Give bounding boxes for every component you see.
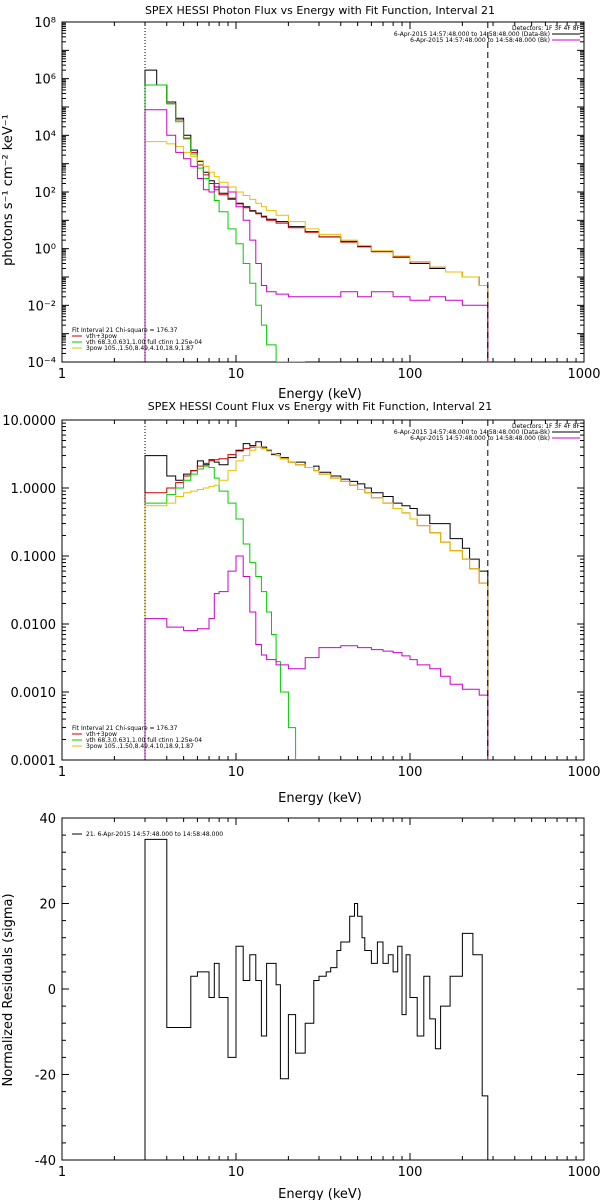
count-flux-y-tick-label: 0.1000 — [11, 550, 57, 565]
photon-flux-xlabel: Energy (keV) — [278, 387, 362, 402]
count-flux-legend-label: 3pow 105.,1.50,8.49,4.10,18.9,1.87 — [86, 743, 194, 750]
photon-flux-x-tick-label: 1000 — [567, 367, 600, 382]
photon-flux-x-tick-label: 100 — [398, 367, 423, 382]
count-flux-x-tick-label: 1000 — [567, 765, 600, 780]
count-flux-y-tick-label: 0.0001 — [11, 754, 57, 769]
count-flux-y-tick-label: 0.0100 — [11, 618, 57, 633]
photon-flux-x-tick-label: 1 — [58, 367, 66, 382]
photon-flux-legend-header: Fit Interval 21 Chi-square = 176.37 — [72, 327, 178, 334]
count-flux-plot-frame — [61, 419, 585, 761]
count-flux-legend-label: 6-Apr-2015 14:57:48.000 to 14:58:48.000 … — [410, 435, 550, 442]
count-flux-series-3pow — [144, 446, 489, 760]
residuals-legend-label: 21. 6-Apr-2015 14:57:48.000 to 14:58:48.… — [86, 831, 223, 838]
residuals-series-21-6-apr-2015-14-57-48-000-to-14-58-48-000 — [144, 838, 489, 1160]
residuals-y-tick-label: -20 — [35, 1069, 56, 1084]
photon-flux-y-tick-label: 10⁴ — [34, 129, 56, 144]
residuals-x-tick-label: 1 — [58, 1165, 66, 1180]
photon-flux-y-tick-label: 10⁰ — [34, 243, 56, 258]
photon-flux-y-tick-label: 10⁸ — [34, 16, 56, 31]
photon-flux-legend-header: Detectors: 1F 3F 4F 8F — [512, 25, 581, 32]
count-flux-legend-header: Fit Interval 21 Chi-square = 176.37 — [72, 725, 178, 732]
count-flux-y-tick-label: 0.0010 — [11, 686, 57, 701]
photon-flux-legend-label: 6-Apr-2015 14:57:48.000 to 14:58:48.000 … — [394, 31, 550, 38]
photon-flux-legend-label: 3pow 105.,1.50,8.49,4.10,18.9,1.87 — [86, 345, 194, 352]
residuals-y-tick-label: 0 — [48, 983, 56, 998]
count-flux-title: SPEX HESSI Count Flux vs Energy with Fit… — [148, 400, 492, 413]
count-flux-series-bk — [144, 555, 489, 760]
count-flux-legend-label: vth+3pow — [86, 731, 117, 738]
residuals-y-tick-label: -40 — [35, 1154, 56, 1169]
photon-flux-legend-label: vth 68.3,0.631,1.00 full ctinn 1.25e-04 — [86, 339, 202, 346]
photon-flux-legend-label: 6-Apr-2015 14:57:48.000 to 14:58:48.000 … — [410, 37, 550, 44]
count-flux-xlabel: Energy (keV) — [278, 791, 362, 806]
photon-flux-y-tick-label: 10⁻² — [27, 299, 56, 314]
count-flux-y-tick-label: 10.0000 — [2, 414, 56, 429]
residuals-xlabel: Energy (keV) — [278, 1187, 362, 1200]
residuals-y-tick-label: 40 — [39, 812, 56, 827]
count-flux-panel: SPEX HESSI Count Flux vs Energy with Fit… — [2, 400, 600, 806]
photon-flux-y-tick-label: 10² — [34, 186, 56, 201]
count-flux-legend-label: vth 68.3,0.631,1.00 full ctinn 1.25e-04 — [86, 737, 202, 744]
count-flux-legend-header: Detectors: 1F 3F 4F 8F — [512, 423, 581, 430]
photon-flux-series-bk — [144, 109, 489, 362]
photon-flux-legend-label: vth+3pow — [86, 333, 117, 340]
residuals-x-tick-label: 10 — [228, 1165, 245, 1180]
residuals-y-tick-label: 20 — [39, 898, 56, 913]
residuals-x-tick-label: 100 — [398, 1165, 423, 1180]
count-flux-x-tick-label: 10 — [228, 765, 245, 780]
photon-flux-x-tick-label: 10 — [228, 367, 245, 382]
photon-flux-title: SPEX HESSI Photon Flux vs Energy with Fi… — [145, 4, 495, 17]
photon-flux-ylabel: photons s⁻¹ cm⁻² keV⁻¹ — [1, 114, 16, 266]
residuals-ylabel: Normalized Residuals (sigma) — [1, 893, 16, 1086]
residuals-x-tick-label: 1000 — [567, 1165, 600, 1180]
count-flux-x-tick-label: 100 — [398, 765, 423, 780]
count-flux-y-tick-label: 1.0000 — [11, 482, 57, 497]
count-flux-x-tick-label: 1 — [58, 765, 66, 780]
photon-flux-panel: SPEX HESSI Photon Flux vs Energy with Fi… — [1, 4, 600, 402]
residuals-panel: Energy (keV) Normalized Residuals (sigma… — [1, 812, 600, 1200]
photon-flux-y-tick-label: 10⁻⁴ — [27, 356, 56, 371]
photon-flux-y-tick-label: 10⁶ — [34, 73, 56, 88]
photon-flux-series-vth — [144, 84, 306, 362]
count-flux-series-vth — [144, 465, 297, 760]
count-flux-legend-label: 6-Apr-2015 14:57:48.000 to 14:58:48.000 … — [394, 429, 550, 436]
photon-flux-series-3pow — [144, 141, 489, 362]
